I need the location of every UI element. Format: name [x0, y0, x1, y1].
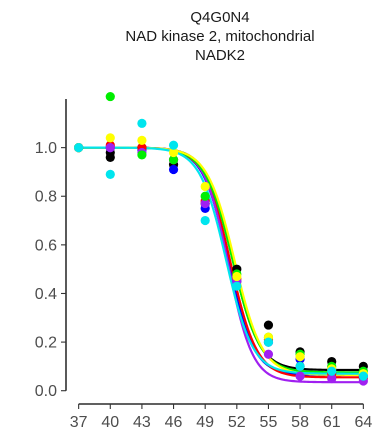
y-tick-label: 1.0 [35, 140, 57, 157]
fit-curve-5 [78, 146, 364, 374]
x-tick-label: 46 [165, 414, 183, 431]
data-point-series-5 [105, 91, 115, 102]
data-point-series-2 [168, 164, 179, 175]
data-point-series-6 [200, 181, 210, 192]
fit-curve-3 [78, 146, 364, 379]
data-point-series-7 [358, 371, 368, 381]
data-point-series-7 [74, 143, 84, 153]
data-point-series-6 [295, 352, 305, 362]
fit-curve-2 [78, 146, 364, 376]
data-point-series-5 [137, 150, 147, 160]
fit-curve-4 [78, 146, 364, 384]
data-point-series-4 [295, 371, 305, 381]
data-point-series-4 [200, 198, 210, 209]
x-tick-label: 49 [196, 414, 214, 431]
fit-curve-1 [78, 146, 364, 372]
fit-curve-6 [78, 146, 364, 376]
y-tick-label: 0.4 [35, 286, 57, 303]
data-point-series-6 [137, 135, 147, 145]
y-tick-label: 0.0 [35, 383, 57, 400]
chart-title: Q4G0N4 NAD kinase 2, mitochondrial NADK2 [125, 9, 314, 64]
data-point-series-7 [137, 118, 147, 128]
fitted-curves [78, 146, 364, 384]
y-tick-label: 0.8 [35, 189, 57, 206]
axes: 0.0 0.2 0.4 0.6 0.8 1.0 37 40 43 46 49 52 55 58 61 64 [35, 99, 372, 431]
data-point-series-7 [263, 337, 274, 347]
data-point-series-5 [200, 191, 210, 201]
data-point-series-7 [168, 140, 179, 150]
x-tick-label: 37 [70, 414, 88, 431]
chart-title-line-2: NAD kinase 2, mitochondrial [125, 28, 314, 45]
x-tick-label: 58 [291, 414, 309, 431]
data-point-series-4 [105, 143, 115, 153]
x-tick-label: 52 [228, 414, 246, 431]
data-point-series-7 [105, 169, 115, 179]
data-point-series-7 [200, 215, 210, 226]
chart-title-line-3: NADK2 [195, 47, 245, 64]
x-tick-label: 43 [133, 414, 151, 431]
chart-title-line-1: Q4G0N4 [190, 9, 249, 26]
data-points [74, 91, 368, 386]
x-tick-label: 40 [101, 414, 119, 431]
y-tick-label: 0.2 [35, 335, 57, 352]
x-tick-label: 55 [260, 414, 278, 431]
data-point-series-7 [295, 361, 305, 371]
x-tick-label: 61 [323, 414, 341, 431]
data-point-series-4 [263, 349, 274, 359]
data-point-series-6 [168, 147, 179, 158]
data-point-series-5 [168, 155, 179, 165]
data-point-series-6 [232, 271, 242, 282]
data-point-series-6 [105, 133, 115, 143]
data-point-series-4 [327, 373, 337, 384]
data-point-series-7 [232, 281, 242, 291]
data-point-series-7 [327, 366, 337, 376]
data-point-series-1 [263, 320, 274, 330]
y-tick-label: 0.6 [35, 237, 57, 254]
fit-curve-7 [78, 146, 364, 375]
x-tick-label: 64 [354, 414, 372, 431]
